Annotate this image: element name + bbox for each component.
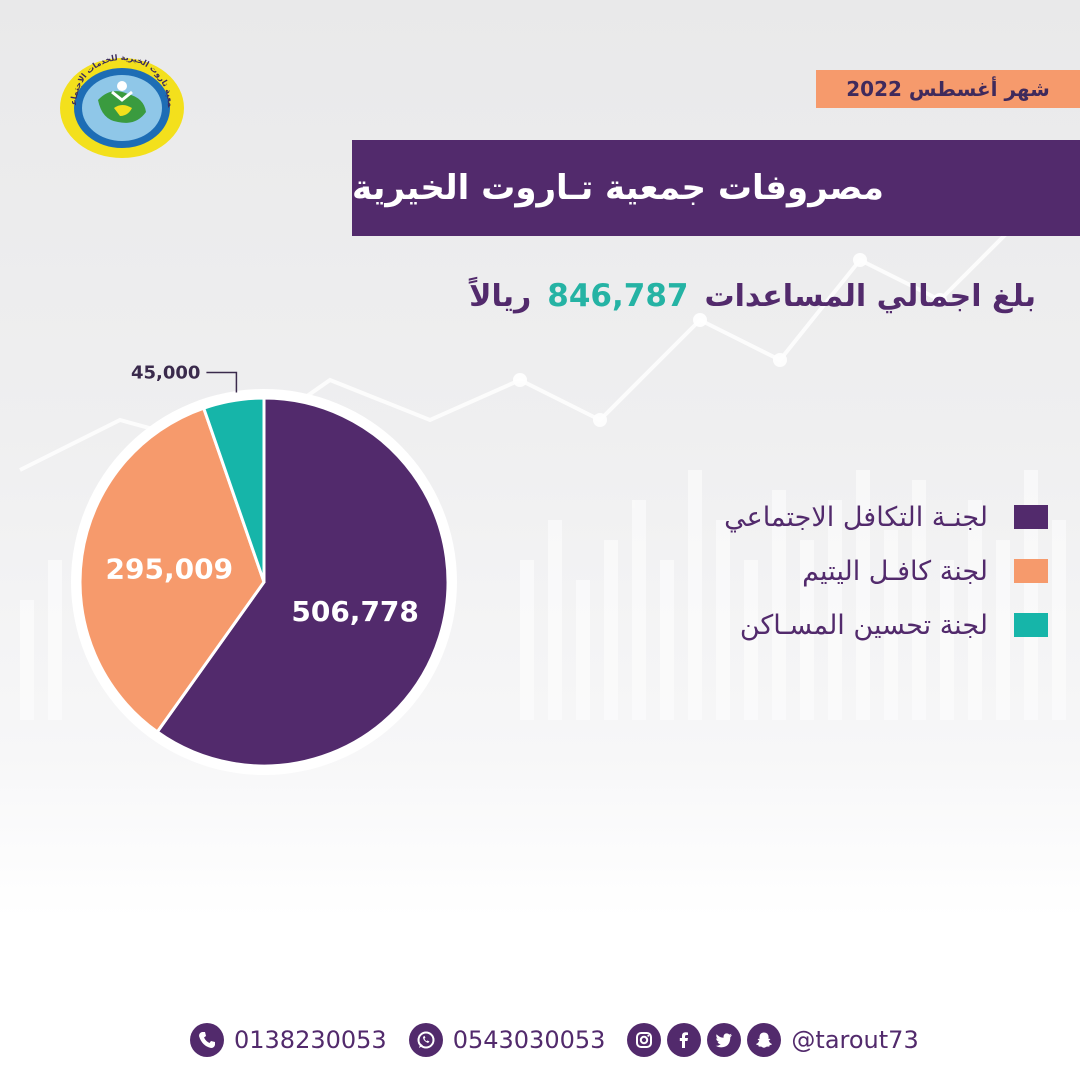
expenses-pie-chart: 506,778 295,009 45,000: [71, 363, 457, 775]
total-summary: بلغ اجمالي المساعدات 846,787 ريالاً: [469, 268, 1036, 324]
pie-value-label-0: 506,778: [291, 595, 419, 628]
total-currency: ريالاً: [469, 278, 532, 314]
footer-contacts: 0138230053 0543030053 @tarout73: [190, 1018, 941, 1062]
legend-swatch-0: [1014, 505, 1048, 529]
chart-legend: لجنـة التكافل الاجتماعي لجنة كافـل اليتيم…: [628, 490, 1048, 652]
whatsapp-icon: [408, 1023, 443, 1057]
title-bar: مصروفات جمعية تـاروت الخيرية: [352, 140, 1080, 236]
month-label: شهر أغسطس 2022: [846, 77, 1050, 101]
snapchat-icon: [747, 1023, 782, 1057]
pie-value-label-2: 45,000: [131, 363, 200, 384]
total-amount: 846,787: [547, 278, 689, 314]
pie-leader-line-2: [206, 371, 238, 393]
whatsapp-contact: 0543030053: [408, 1023, 606, 1057]
legend-item-1: لجنة كافـل اليتيم: [628, 544, 1048, 598]
pie-slice-0: [155, 396, 450, 768]
twitter-icon: [707, 1023, 742, 1057]
phone-contact: 0138230053: [190, 1023, 387, 1057]
instagram-icon: [627, 1023, 662, 1057]
legend-item-2: لجنة تحسين المسـاكن: [628, 598, 1048, 652]
association-logo: جمعية تاروت الخيرية للخدمات الاجتماعية: [52, 45, 188, 160]
legend-swatch-2: [1014, 613, 1048, 637]
legend-label-2: لجنة تحسين المسـاكن: [739, 609, 988, 641]
page-title: مصروفات جمعية تـاروت الخيرية: [352, 168, 884, 208]
legend-swatch-1: [1014, 559, 1048, 583]
phone-number: 0138230053: [234, 1026, 387, 1054]
social-contact: @tarout73: [627, 1023, 919, 1057]
pie-value-label-1: 295,009: [106, 552, 234, 585]
legend-label-1: لجنة كافـل اليتيم: [802, 555, 988, 587]
legend-label-0: لجنـة التكافل الاجتماعي: [724, 501, 988, 533]
total-prefix: بلغ اجمالي المساعدات: [704, 278, 1037, 314]
phone-icon: [190, 1023, 224, 1057]
social-handle: @tarout73: [791, 1026, 919, 1054]
whatsapp-number: 0543030053: [452, 1026, 606, 1054]
pie-slice-2: [201, 396, 266, 583]
pie-slice-1: [78, 406, 266, 734]
month-badge: شهر أغسطس 2022: [816, 70, 1080, 108]
legend-item-0: لجنـة التكافل الاجتماعي: [628, 490, 1048, 544]
facebook-icon: [667, 1023, 702, 1057]
